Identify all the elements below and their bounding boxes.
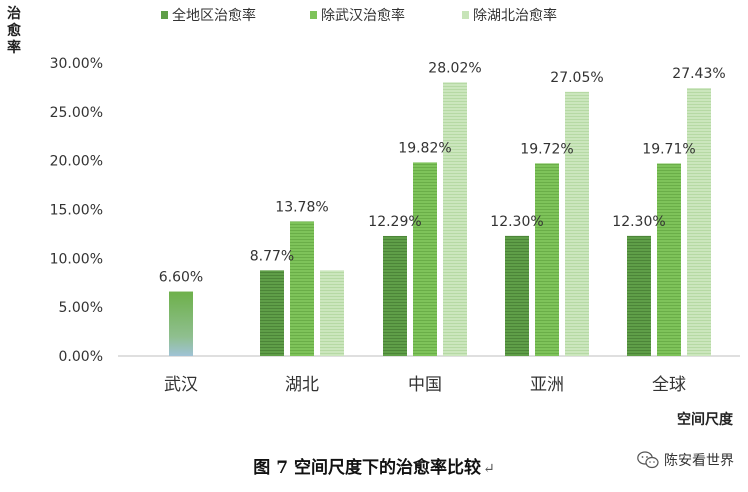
data-label: 19.71% [642,141,695,157]
wechat-icon [637,451,659,469]
bar [290,221,314,356]
x-tick-label: 湖北 [285,375,319,395]
caption-text: 图 7 空间尺度下的治愈率比较 [253,458,481,478]
data-label: 6.60% [159,270,203,286]
bar [320,270,344,356]
data-label: 27.43% [672,66,725,82]
bar [505,235,529,356]
data-label: 8.77% [250,248,294,264]
data-label: 12.30% [612,214,665,230]
legend-label: 全地区治愈率 [172,7,256,24]
data-label: 19.82% [398,140,451,156]
watermark: 陈安看世界 [637,450,734,470]
bar [260,270,284,356]
bar [169,291,193,356]
y-tick-label: 20.00% [50,154,103,170]
y-axis-title: 治愈率 [6,5,22,56]
y-axis-title-char: 率 [7,39,21,56]
legend-label: 除武汉治愈率 [321,7,405,24]
x-tick-label: 全球 [652,375,686,395]
x-tick-label: 亚洲 [530,375,564,395]
data-labels: 6.60% 8.77% 13.78% 12.29% 19.82% 28.02% 12.30%… [159,60,726,285]
legend-swatch [462,11,469,19]
bar [687,88,711,356]
data-label: 19.72% [520,141,573,157]
data-label: 12.30% [490,214,543,230]
y-tick-label: 15.00% [50,203,103,219]
x-axis-title-text: 空间尺度 [677,411,734,428]
y-axis-title-char: 愈 [6,22,22,39]
x-tick-label: 中国 [408,375,442,395]
y-axis-title-char: 治 [7,5,21,22]
legend-label: 除湖北治愈率 [473,7,557,24]
data-label: 28.02% [428,60,481,76]
bar [383,235,407,356]
y-tick-label: 0.00% [59,349,103,365]
x-axis: 武汉 湖北 中国 亚洲 全球 [164,375,686,395]
bar [627,235,651,356]
bars [169,82,711,356]
data-label: 13.78% [275,199,328,215]
data-label: 12.29% [368,214,421,230]
x-axis-title: 空间尺度 [677,411,734,428]
y-tick-label: 25.00% [50,105,103,121]
legend-swatch [310,11,317,19]
figure-caption: 图 7 空间尺度下的治愈率比较 ↵ [0,453,748,478]
bar [565,91,589,356]
paragraph-mark: ↵ [482,461,495,477]
bar [657,163,681,356]
bar [443,82,467,356]
legend: 全地区治愈率 除武汉治愈率 除湖北治愈率 [161,7,557,24]
bar [413,162,437,356]
watermark-text: 陈安看世界 [664,453,734,469]
y-tick-label: 5.00% [59,300,103,316]
data-label: 27.05% [550,70,603,86]
legend-swatch [161,11,168,19]
y-tick-label: 30.00% [50,56,103,72]
x-tick-label: 武汉 [164,375,198,395]
bar [535,163,559,356]
y-tick-label: 10.00% [50,251,103,267]
